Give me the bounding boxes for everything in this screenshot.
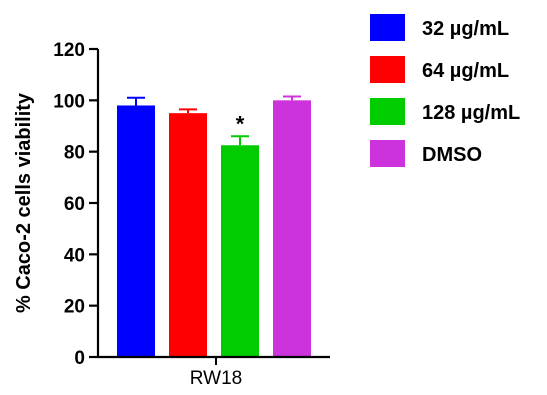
legend-label: DMSO [422,144,482,166]
bar-32-g-ml [117,105,155,357]
x-axis: RW18 [97,355,330,389]
legend-swatch-64-g-ml [370,56,405,83]
legend-swatch-32-g-ml [370,14,405,41]
legend-label: 64 µg/mL [422,60,509,82]
y-tick-label: 100 [53,91,85,112]
bar-dmso [273,100,311,357]
bar-64-g-ml [169,113,207,358]
y-tick-label: 120 [53,40,85,61]
legend-label: 128 µg/mL [422,102,520,124]
y-tick-label: 80 [64,143,85,164]
y-tick-label: 0 [74,348,85,369]
legend-swatch-dmso [370,140,405,167]
bars: * [117,95,311,358]
legend-label: 32 µg/mL [422,18,509,40]
x-group-label: RW18 [190,368,242,389]
significance-marker: * [236,111,245,136]
y-tick-label: 40 [64,245,85,266]
y-tick-label: 20 [64,297,85,318]
y-tick-label: 60 [64,194,85,215]
legend-swatch-128-g-ml [370,98,405,125]
y-axis: 0 20 40 60 80 100 120 [53,40,100,369]
legend: 32 µg/mL 64 µg/mL 128 µg/mL DMSO [370,14,520,167]
bar-128-g-ml [221,145,259,357]
y-axis-title: % Caco-2 cells viability [13,92,35,313]
